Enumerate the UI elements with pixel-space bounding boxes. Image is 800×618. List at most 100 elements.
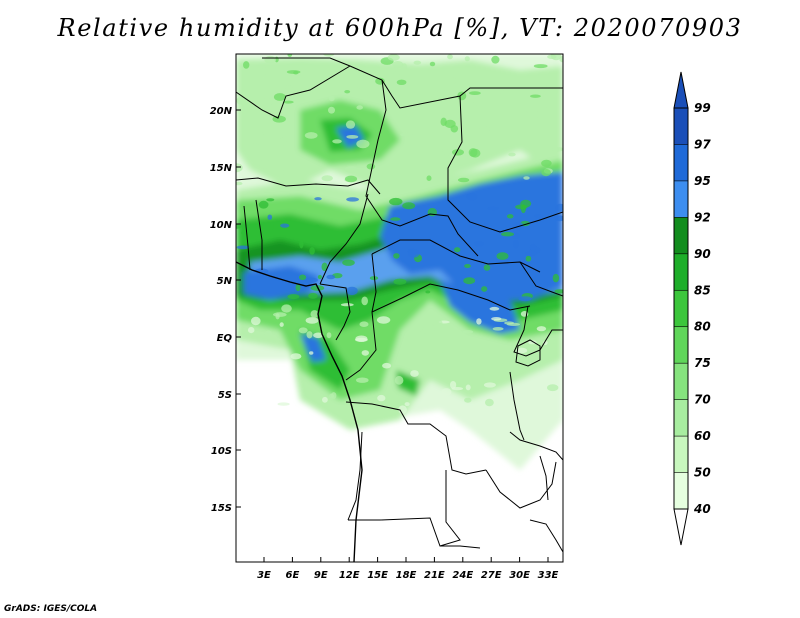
humidity-speckle: [492, 327, 504, 331]
humidity-speckle: [389, 197, 403, 206]
humidity-speckle: [356, 377, 369, 383]
humidity-speckle: [512, 239, 519, 249]
humidity-speckle: [248, 327, 255, 334]
colorbar-label: 50: [694, 466, 711, 480]
humidity-speckle: [264, 330, 273, 339]
lon-tick-label: 24E: [452, 570, 473, 581]
colorbar-label: 85: [694, 283, 711, 297]
colorbar-label: 75: [694, 356, 711, 370]
humidity-speckle: [402, 202, 416, 210]
humidity-speckle: [450, 125, 459, 133]
humidity-speckle: [287, 294, 300, 300]
humidity-speckle: [442, 146, 448, 155]
humidity-speckle: [542, 84, 547, 89]
humidity-speckle: [393, 278, 407, 285]
humidity-speckle: [451, 387, 464, 391]
border-uganda: [513, 305, 541, 357]
humidity-speckle: [506, 214, 514, 219]
border-angola-west: [347, 431, 363, 521]
humidity-speckle: [299, 239, 304, 249]
colorbar-label: 40: [693, 502, 711, 516]
humidity-speckle: [508, 371, 520, 377]
humidity-speckle: [393, 253, 400, 259]
humidity-speckle: [404, 402, 410, 407]
humidity-speckle: [344, 166, 358, 173]
colorbar-label: 95: [694, 174, 711, 188]
humidity-speckle: [483, 223, 489, 227]
humidity-speckle: [410, 370, 419, 377]
humidity-speckle: [529, 243, 537, 251]
humidity-speckle: [540, 106, 547, 110]
humidity-speckle: [310, 310, 319, 319]
humidity-speckle: [400, 132, 413, 137]
colorbar-segment: [674, 326, 688, 364]
humidity-speckle: [346, 197, 359, 202]
humidity-speckle: [532, 111, 542, 118]
humidity-speckle: [457, 177, 470, 183]
humidity-speckle: [548, 339, 556, 344]
colorbar-label: 97: [694, 137, 711, 151]
humidity-speckle: [554, 289, 563, 294]
border-nigeria-cameroon: [319, 193, 369, 285]
humidity-speckle: [429, 61, 436, 67]
colorbar-label: 99: [694, 101, 711, 115]
humidity-speckle: [273, 312, 287, 317]
humidity-speckle: [285, 85, 293, 92]
humidity-speckle: [552, 273, 560, 283]
humidity-speckle: [287, 54, 293, 57]
humidity-speckle: [356, 105, 364, 110]
colorbar-segment: [674, 472, 688, 509]
humidity-speckle: [356, 139, 370, 149]
humidity-speckle: [367, 92, 379, 99]
humidity-speckle: [530, 94, 541, 98]
humidity-speckle: [342, 259, 355, 266]
humidity-speckle: [555, 215, 563, 222]
border-benin: [255, 199, 263, 270]
humidity-speckle: [260, 67, 271, 75]
humidity-speckle: [427, 208, 437, 217]
border-namibia: [348, 517, 481, 549]
humidity-speckle: [269, 222, 274, 230]
humidity-speckle: [240, 231, 251, 235]
humidity-speckle: [533, 64, 548, 69]
humidity-speckle: [485, 398, 494, 407]
lat-tick-label: 15S: [211, 503, 232, 514]
lake-malawi: [539, 455, 549, 501]
colorbar-segment: [674, 399, 688, 437]
humidity-speckle: [518, 296, 532, 302]
humidity-speckle: [501, 232, 514, 237]
humidity-speckle: [547, 54, 557, 59]
humidity-speckle: [273, 338, 281, 342]
humidity-speckle: [452, 149, 464, 156]
humidity-speckle: [267, 214, 273, 220]
humidity-speckle: [346, 135, 359, 139]
humidity-speckle: [544, 87, 558, 97]
border-drc-north: [371, 283, 531, 313]
humidity-speckle: [236, 97, 246, 105]
humidity-speckle: [328, 95, 335, 102]
border-libya-chad: [262, 57, 563, 109]
lon-tick-label: 15E: [367, 570, 388, 581]
humidity-speckle: [345, 120, 356, 129]
humidity-speckle: [376, 316, 391, 324]
humidity-speckle: [515, 204, 528, 210]
humidity-speckle: [393, 71, 402, 75]
humidity-speckle: [387, 243, 393, 251]
map-title: Relative humidity at 600hPa [%], VT: 202…: [57, 14, 743, 42]
humidity-speckle: [236, 245, 250, 250]
humidity-speckle: [264, 55, 277, 64]
border-togo: [243, 205, 251, 271]
humidity-speckle: [258, 200, 269, 209]
humidity-field: [236, 54, 563, 562]
humidity-speckle: [344, 175, 358, 183]
humidity-speckle: [309, 351, 314, 355]
humidity-speckle: [361, 350, 369, 356]
humidity-speckle: [511, 232, 521, 239]
humidity-speckle: [369, 276, 379, 281]
humidity-speckle: [287, 104, 294, 111]
humidity-speckle: [508, 152, 516, 157]
lat-tick-label: 15N: [210, 163, 233, 174]
colorbar-segment: [674, 253, 688, 291]
country-borders: [236, 57, 563, 562]
